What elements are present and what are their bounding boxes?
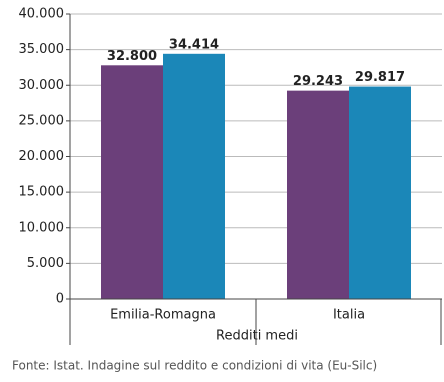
y-tick-label: 0 xyxy=(56,292,64,307)
x-tick-label: Emilia-Romagna xyxy=(110,308,216,323)
bar xyxy=(163,53,225,300)
y-tick-label: 25.000 xyxy=(19,113,65,128)
y-tick-label: 15.000 xyxy=(19,185,65,200)
bar xyxy=(287,90,349,300)
x-axis-label: Redditi medi xyxy=(216,329,298,344)
bar xyxy=(349,86,411,299)
y-tick-label: 5.000 xyxy=(27,256,64,271)
data-label: 32.800 xyxy=(107,49,157,64)
data-label: 29.243 xyxy=(293,74,343,89)
bar xyxy=(101,65,163,299)
data-label: 29.817 xyxy=(355,70,405,85)
source-note: Fonte: Istat. Indagine sul reddito e con… xyxy=(12,359,377,373)
data-label: 34.414 xyxy=(169,37,219,52)
x-tick-label: Italia xyxy=(333,308,365,323)
y-tick-label: 40.000 xyxy=(19,7,65,22)
y-tick-label: 30.000 xyxy=(19,78,65,93)
y-tick-label: 35.000 xyxy=(19,42,65,57)
y-tick-label: 10.000 xyxy=(19,220,65,235)
y-tick-label: 20.000 xyxy=(19,149,65,164)
